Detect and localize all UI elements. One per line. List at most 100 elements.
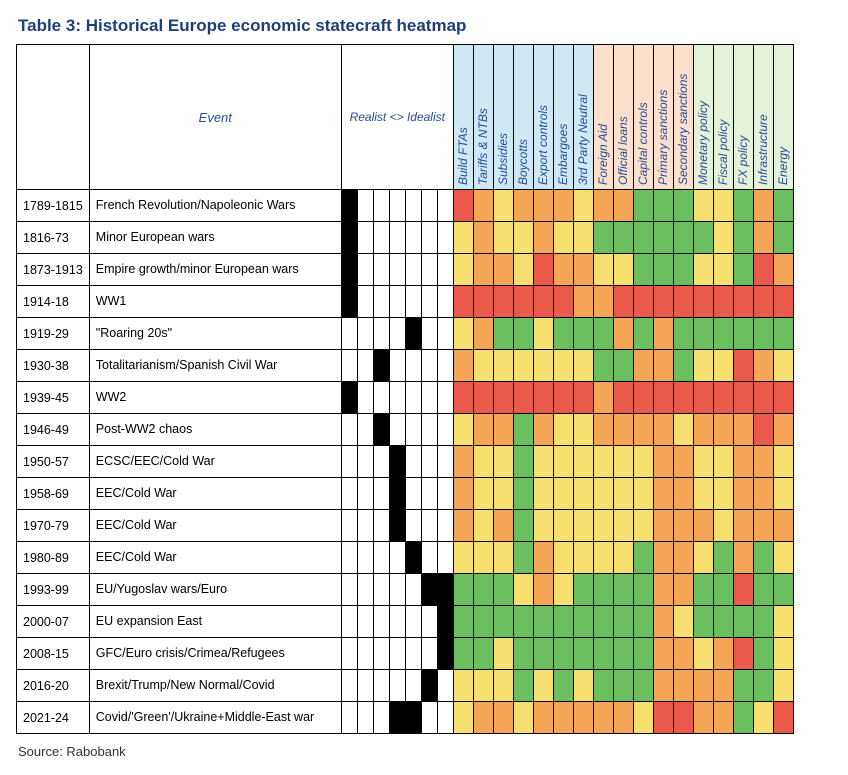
realist-idealist-cell — [421, 510, 437, 542]
heatmap-table: Event Realist <> Idealist Build FTAsTari… — [16, 44, 794, 734]
cell-event: French Revolution/Napoleonic Wars — [89, 190, 341, 222]
heat-cell — [753, 478, 773, 510]
heat-cell — [473, 446, 493, 478]
heat-cell — [733, 414, 753, 446]
realist-idealist-cell — [373, 638, 389, 670]
heat-cell — [553, 190, 573, 222]
heat-cell — [573, 446, 593, 478]
heat-cell — [593, 286, 613, 318]
table-row: 1816-73Minor European wars — [17, 222, 794, 254]
realist-idealist-cell — [373, 702, 389, 734]
heat-cell — [693, 542, 713, 574]
cell-years: 2016-20 — [17, 670, 90, 702]
heat-cell — [773, 702, 793, 734]
heat-cell — [653, 318, 673, 350]
realist-idealist-cell — [421, 478, 437, 510]
heat-cell — [633, 510, 653, 542]
heat-cell — [573, 254, 593, 286]
heat-cell — [533, 478, 553, 510]
tool-header-build_ftas: Build FTAs — [453, 45, 473, 190]
realist-idealist-cell — [341, 414, 357, 446]
realist-idealist-cell — [421, 414, 437, 446]
heat-cell — [493, 222, 513, 254]
table-row: 1873-1913Empire growth/minor European wa… — [17, 254, 794, 286]
realist-idealist-cell — [341, 318, 357, 350]
cell-years: 1980-89 — [17, 542, 90, 574]
heat-cell — [533, 670, 553, 702]
heat-cell — [473, 222, 493, 254]
realist-idealist-cell — [389, 382, 405, 414]
heat-cell — [593, 222, 613, 254]
cell-years: 1970-79 — [17, 510, 90, 542]
heat-cell — [493, 382, 513, 414]
heat-cell — [753, 574, 773, 606]
heat-cell — [533, 638, 553, 670]
tool-header-label: Tariffs & NTBs — [476, 108, 490, 185]
heat-cell — [553, 286, 573, 318]
heat-cell — [593, 350, 613, 382]
heat-cell — [513, 702, 533, 734]
realist-idealist-cell — [341, 382, 357, 414]
table-row: 1914-18WW1 — [17, 286, 794, 318]
cell-years: 2008-15 — [17, 638, 90, 670]
table-row: 2016-20Brexit/Trump/New Normal/Covid — [17, 670, 794, 702]
heat-cell — [713, 638, 733, 670]
heat-cell — [653, 510, 673, 542]
heat-cell — [613, 478, 633, 510]
realist-idealist-cell — [437, 574, 453, 606]
heat-cell — [493, 350, 513, 382]
heat-cell — [513, 190, 533, 222]
heat-cell — [633, 382, 653, 414]
heat-cell — [713, 382, 733, 414]
heat-cell — [573, 414, 593, 446]
heat-cell — [733, 382, 753, 414]
realist-idealist-cell — [405, 478, 421, 510]
realist-idealist-cell — [389, 670, 405, 702]
realist-idealist-cell — [373, 510, 389, 542]
realist-idealist-cell — [357, 254, 373, 286]
heat-cell — [493, 606, 513, 638]
heat-cell — [733, 606, 753, 638]
cell-event: EU expansion East — [89, 606, 341, 638]
heat-cell — [573, 670, 593, 702]
heat-cell — [553, 254, 573, 286]
heat-cell — [553, 702, 573, 734]
heat-cell — [613, 318, 633, 350]
heat-cell — [693, 446, 713, 478]
heat-cell — [693, 670, 713, 702]
heat-cell — [453, 254, 473, 286]
realist-idealist-cell — [405, 286, 421, 318]
realist-idealist-cell — [437, 446, 453, 478]
heat-cell — [693, 510, 713, 542]
heat-cell — [693, 190, 713, 222]
heat-cell — [753, 286, 773, 318]
heat-cell — [573, 350, 593, 382]
heat-cell — [673, 478, 693, 510]
heat-cell — [473, 542, 493, 574]
heat-cell — [573, 574, 593, 606]
realist-idealist-cell — [357, 190, 373, 222]
cell-event: WW1 — [89, 286, 341, 318]
heat-cell — [573, 478, 593, 510]
heat-cell — [773, 638, 793, 670]
heat-cell — [753, 318, 773, 350]
realist-idealist-cell — [341, 222, 357, 254]
realist-idealist-cell — [421, 446, 437, 478]
tool-header-primary_sanc: Primary sanctions — [653, 45, 673, 190]
tool-header-subsidies: Subsidies — [493, 45, 513, 190]
realist-idealist-cell — [389, 318, 405, 350]
heat-cell — [773, 222, 793, 254]
tool-header-capital_ctrls: Capital controls — [633, 45, 653, 190]
heat-cell — [753, 190, 773, 222]
heat-cell — [753, 382, 773, 414]
cell-event: EEC/Cold War — [89, 542, 341, 574]
heat-cell — [693, 638, 713, 670]
heat-cell — [633, 254, 653, 286]
realist-idealist-cell — [437, 542, 453, 574]
heat-cell — [493, 574, 513, 606]
cell-event: Totalitarianism/Spanish Civil War — [89, 350, 341, 382]
heat-cell — [773, 542, 793, 574]
table-row: 1939-45WW2 — [17, 382, 794, 414]
realist-idealist-cell — [421, 190, 437, 222]
tool-header-label: Secondary sanctions — [676, 74, 690, 185]
